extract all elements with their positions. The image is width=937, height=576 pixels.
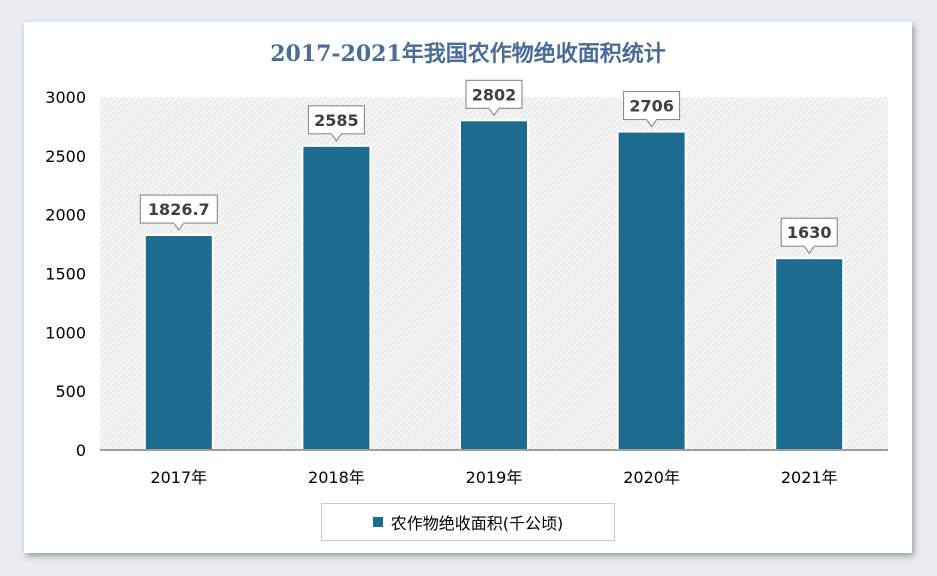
bar [616, 130, 687, 451]
bar [143, 234, 214, 451]
data-label: 1826.7 [148, 200, 210, 219]
y-tick-label: 1500 [45, 265, 86, 284]
x-tick-label: 2018年 [308, 468, 365, 487]
bar-series [143, 119, 845, 451]
data-label: 2706 [629, 97, 674, 116]
data-label: 2585 [314, 111, 359, 130]
x-tick-label: 2021年 [781, 468, 838, 487]
y-tick-label: 2500 [45, 147, 86, 166]
x-tick-label: 2017年 [150, 468, 207, 487]
x-tick-label: 2019年 [466, 468, 523, 487]
data-label: 2802 [472, 85, 517, 104]
y-tick-label: 2000 [45, 206, 86, 225]
y-tick-label: 3000 [45, 88, 86, 107]
y-axis-ticks: 0 500 1000 1500 2000 2500 3000 [45, 88, 86, 460]
y-tick-label: 500 [55, 382, 86, 401]
data-labels: 1826.7 2585 2802 2706 1630 [139, 79, 838, 255]
y-tick-label: 1000 [45, 323, 86, 342]
chart-title: 2017-2021年我国农作物绝收面积统计 [270, 41, 666, 67]
y-tick-label: 0 [76, 441, 86, 460]
data-label-box [780, 217, 838, 247]
bar [301, 144, 372, 451]
data-label-box [307, 105, 365, 135]
data-label-box [623, 91, 681, 121]
bar [774, 257, 845, 451]
legend: 农作物绝收面积(千公顷) [321, 503, 615, 541]
legend-swatch [372, 517, 383, 527]
data-label: 1630 [787, 223, 832, 242]
bar [459, 119, 529, 451]
legend-label: 农作物绝收面积(千公顷) [390, 514, 564, 533]
x-axis-ticks: 2017年 2018年 2019年 2020年 2021年 [150, 468, 837, 487]
data-label-box [465, 79, 523, 109]
x-tick-label: 2020年 [623, 468, 680, 487]
